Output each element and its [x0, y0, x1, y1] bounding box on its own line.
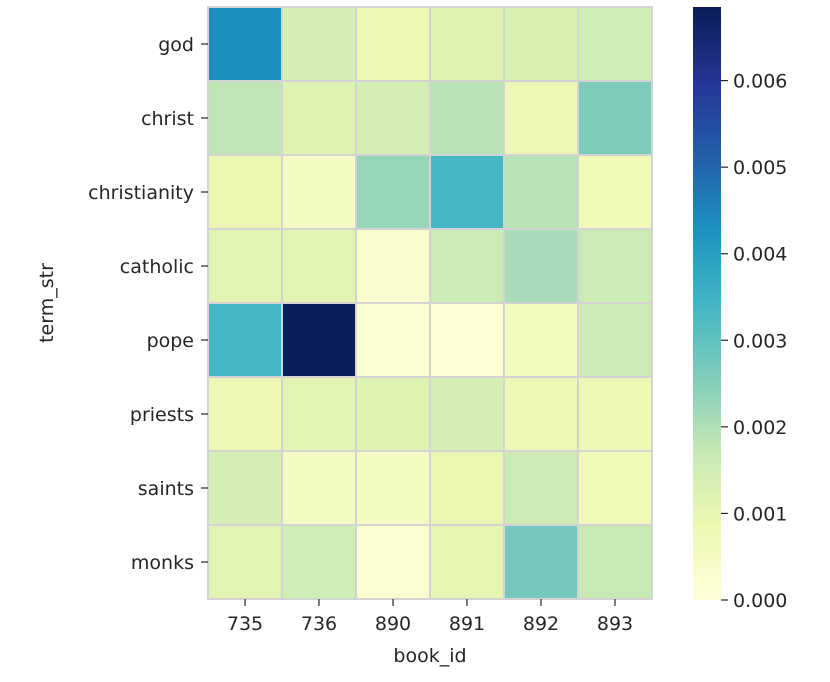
heatmap-cell: [577, 450, 653, 526]
x-tick-label: 892: [523, 613, 559, 635]
heatmap-cell: [577, 154, 653, 230]
heatmap-cell: [207, 302, 283, 378]
y-tick-label: christianity: [88, 182, 194, 204]
y-tick-label: monks: [131, 552, 194, 574]
y-tick-label: priests: [130, 404, 194, 426]
heatmap-cell: [281, 154, 357, 230]
colorbar-tick-label: 0.006: [733, 71, 787, 93]
y-tick-label: god: [158, 34, 194, 56]
heatmap-cell: [207, 450, 283, 526]
heatmap-cell: [355, 524, 431, 600]
heatmap-cell: [429, 154, 505, 230]
x-tick-label: 890: [375, 613, 411, 635]
heatmap-cell: [207, 376, 283, 452]
heatmap-cell: [503, 80, 579, 156]
heatmap-cell: [577, 80, 653, 156]
colorbar: [693, 7, 721, 600]
heatmap-cell: [429, 450, 505, 526]
y-axis-ticks: god christ christianity catholic pope priests…: [88, 34, 208, 574]
heatmap-cell: [355, 302, 431, 378]
heatmap-cell: [429, 228, 505, 304]
heatmap-cell: [577, 376, 653, 452]
heatmap-cell: [355, 6, 431, 82]
heatmap-cell: [207, 80, 283, 156]
heatmap-cell: [281, 524, 357, 600]
heatmap-cell: [503, 524, 579, 600]
heatmap-cell: [207, 6, 283, 82]
colorbar-tick-label: 0.000: [733, 590, 787, 612]
heatmap-cell: [207, 154, 283, 230]
heatmap-cell: [429, 376, 505, 452]
heatmap-cell: [281, 450, 357, 526]
y-tick-label: christ: [141, 108, 194, 130]
heatmap-cells: [207, 6, 653, 600]
heatmap-cell: [355, 154, 431, 230]
heatmap-cell: [281, 376, 357, 452]
colorbar-tick-label: 0.005: [733, 157, 787, 179]
heatmap-cell: [503, 6, 579, 82]
x-tick-label: 893: [597, 613, 633, 635]
y-tick-label: catholic: [120, 256, 194, 278]
heatmap-cell: [281, 6, 357, 82]
heatmap-cell: [503, 302, 579, 378]
heatmap-cell: [429, 524, 505, 600]
heatmap-cell: [281, 302, 357, 378]
heatmap-cell: [355, 80, 431, 156]
x-axis-ticks: 735 736 890 891 892 893: [227, 599, 633, 635]
y-tick-label: pope: [147, 330, 194, 352]
heatmap-cell: [355, 376, 431, 452]
heatmap-cell: [207, 228, 283, 304]
colorbar-tick-label: 0.003: [733, 330, 787, 352]
x-tick-label: 736: [301, 613, 337, 635]
colorbar-tick-label: 0.004: [733, 244, 787, 266]
heatmap-cell: [577, 6, 653, 82]
heatmap-cell: [503, 228, 579, 304]
x-tick-label: 891: [449, 613, 485, 635]
y-axis-label: term_str: [36, 263, 58, 343]
colorbar-tick-label: 0.002: [733, 417, 787, 439]
heatmap-cell: [503, 154, 579, 230]
heatmap-cell: [503, 450, 579, 526]
x-axis-label: book_id: [393, 645, 466, 667]
heatmap-cell: [429, 302, 505, 378]
colorbar-tick-label: 0.001: [733, 503, 787, 525]
x-tick-label: 735: [227, 613, 263, 635]
heatmap-cell: [429, 6, 505, 82]
heatmap-cell: [503, 376, 579, 452]
heatmap-cell: [355, 228, 431, 304]
heatmap-cell: [207, 524, 283, 600]
y-tick-label: saints: [138, 478, 194, 500]
colorbar-ticks: 0.000 0.001 0.002 0.003 0.004 0.005 0.006: [721, 71, 787, 612]
heatmap-cell: [577, 302, 653, 378]
heatmap-cell: [577, 524, 653, 600]
heatmap-cell: [429, 80, 505, 156]
heatmap-cell: [577, 228, 653, 304]
heatmap-cell: [355, 450, 431, 526]
heatmap-cell: [281, 80, 357, 156]
heatmap-cell: [281, 228, 357, 304]
